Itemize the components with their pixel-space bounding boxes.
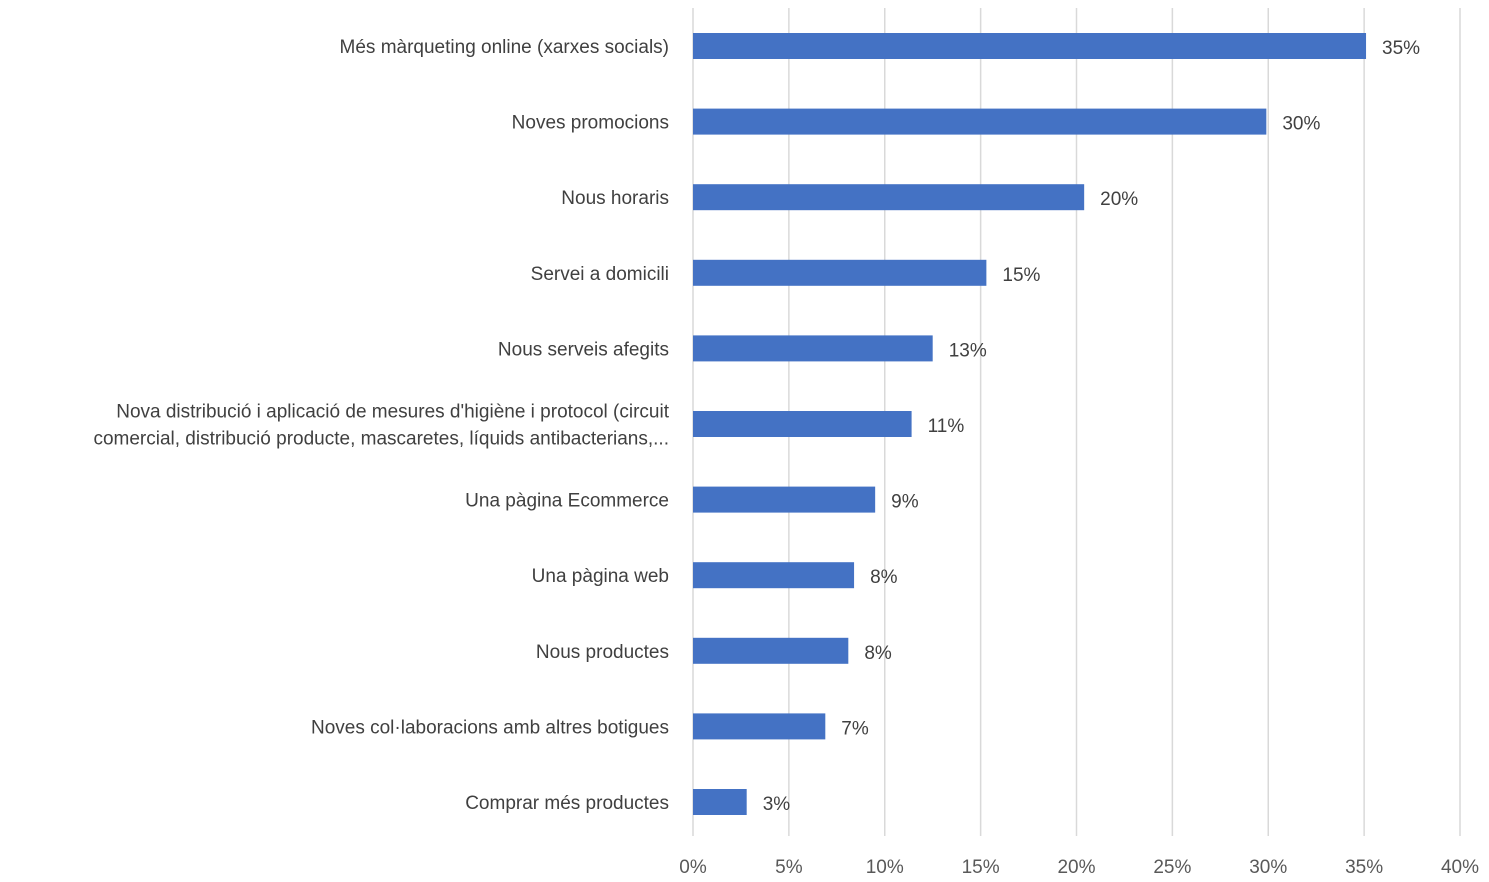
data-label: 7% (841, 718, 869, 739)
category-label: Nova distribució i aplicació de mesures … (116, 402, 669, 423)
bar (693, 184, 1085, 211)
category-label: Noves promocions (512, 113, 669, 134)
data-label: 13% (949, 340, 987, 361)
bar (693, 108, 1267, 135)
x-tick-label: 5% (775, 857, 803, 878)
data-label: 8% (870, 567, 898, 588)
category-labels: Més màrqueting online (xarxes socials) No… (93, 37, 669, 814)
category-label: Més màrqueting online (xarxes socials) (340, 37, 669, 58)
data-label: 3% (763, 794, 791, 815)
x-tick-label: 10% (866, 857, 904, 878)
bar (693, 713, 826, 740)
data-label: 30% (1282, 114, 1320, 135)
category-label: Nous serveis afegits (498, 339, 669, 360)
bar (693, 789, 747, 815)
category-label: Comprar més productes (465, 793, 669, 814)
x-tick-label: 15% (962, 857, 1000, 878)
bar (693, 335, 933, 362)
bar (693, 486, 876, 513)
bar (693, 411, 912, 437)
x-tick-label: 20% (1057, 857, 1095, 878)
x-tick-label: 30% (1249, 857, 1287, 878)
category-label: Una pàgina Ecommerce (465, 491, 669, 512)
bar (693, 259, 987, 286)
category-label: Nous horaris (561, 188, 669, 209)
x-axis-ticks: 0% 5% 10% 15% 20% 25% 30% 35% 40% (679, 857, 1479, 878)
category-label: Nous productes (536, 642, 669, 663)
category-label: comercial, distribució producte, mascare… (93, 429, 669, 450)
x-tick-label: 0% (679, 857, 707, 878)
gridlines (692, 8, 1461, 836)
data-label: 11% (928, 416, 965, 437)
category-label: Una pàgina web (532, 566, 669, 587)
x-tick-label: 35% (1345, 857, 1383, 878)
bar (693, 637, 849, 664)
data-label: 35% (1382, 38, 1420, 59)
bar (693, 33, 1367, 59)
value-labels: 35% 30% 20% 15% 13% 11% 9% 8% 8% 7% 3% (763, 38, 1420, 815)
bars (693, 33, 1367, 815)
data-label: 8% (864, 643, 892, 664)
data-label: 15% (1002, 265, 1040, 286)
x-tick-label: 40% (1441, 857, 1479, 878)
data-label: 9% (891, 492, 919, 513)
category-label: Servei a domicili (531, 264, 669, 285)
data-label: 20% (1100, 189, 1138, 210)
bar (693, 562, 855, 589)
x-tick-label: 25% (1153, 857, 1191, 878)
category-label: Noves col·laboracions amb altres botigue… (311, 717, 669, 738)
